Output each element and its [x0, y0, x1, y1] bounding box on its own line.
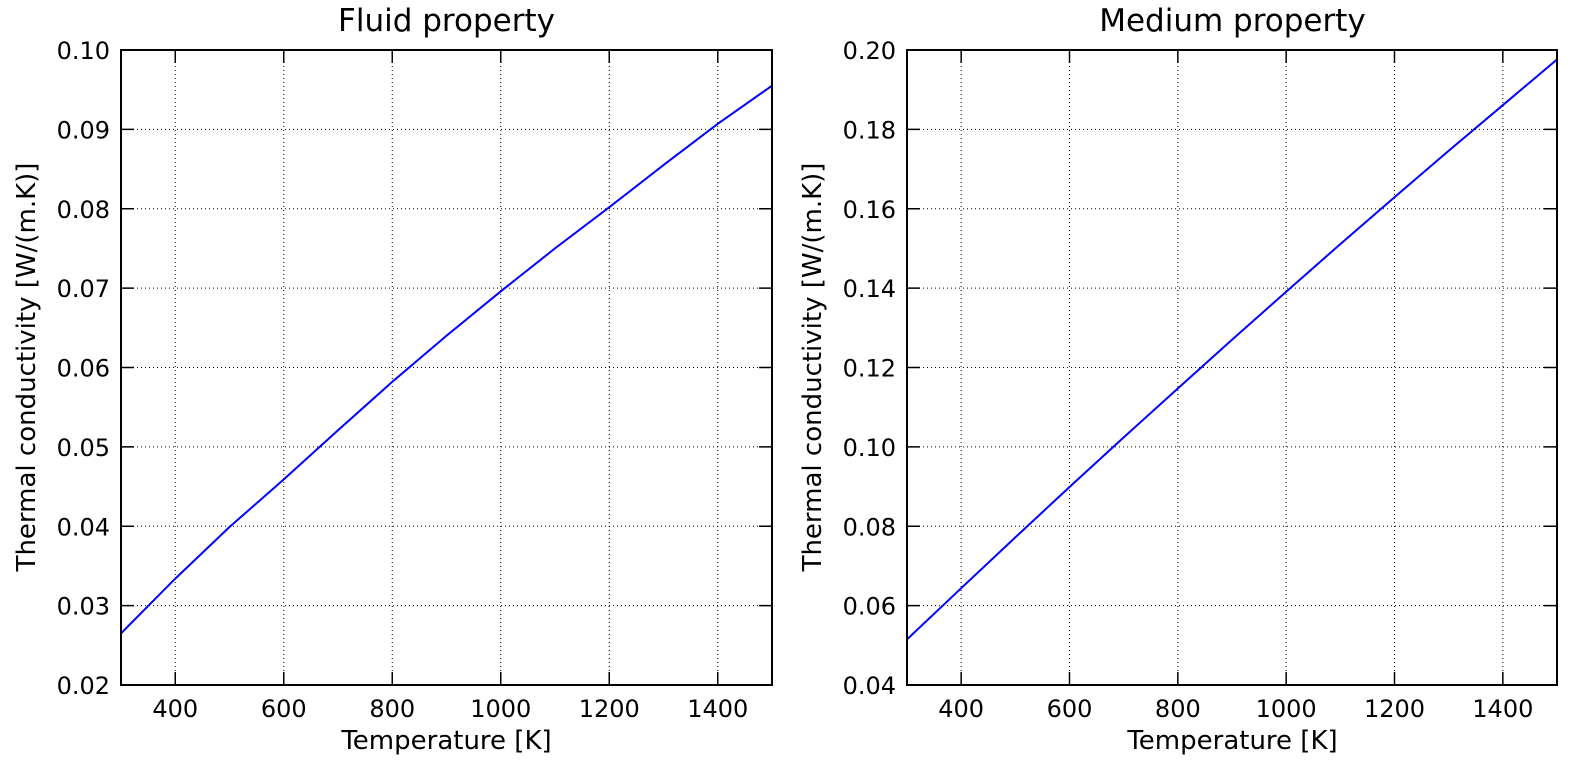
y-tick-label: 0.06	[57, 355, 110, 383]
conductivity-line	[120, 84, 773, 635]
y-tick-label: 0.08	[843, 513, 896, 541]
y-tick-label: 0.10	[843, 434, 896, 462]
medium-chart-y-axis-label: Thermal conductivity [W/(m.K)]	[798, 162, 828, 572]
y-tick-label: 0.04	[57, 513, 110, 541]
medium-chart-title: Medium property	[1099, 3, 1366, 39]
y-tick-label: 0.08	[57, 196, 110, 224]
medium-chart-x-axis-label: Temperature [K]	[1127, 726, 1338, 756]
x-tick-label: 1400	[1472, 695, 1533, 723]
tick-labels: 400 600 800 1000 1200 1400 0.02 0.03 0.04 0.05 0.0…	[57, 37, 749, 723]
fluid-property-chart: 400 600 800 1000 1200 1400 0.02 0.03 0.04 0.05 0.0…	[12, 3, 773, 756]
x-tick-label: 1000	[470, 695, 531, 723]
medium-chart-plot-area: 400 600 800 1000 1200 1400 0.04 0.06 0.08 0.10 0.1…	[843, 37, 1558, 723]
y-tick-label: 0.20	[843, 37, 896, 65]
y-tick-label: 0.14	[843, 275, 896, 303]
fluid-chart-plot-area: 400 600 800 1000 1200 1400 0.02 0.03 0.04 0.05 0.0…	[57, 37, 773, 723]
grid	[121, 49, 772, 686]
y-tick-label: 0.07	[57, 275, 110, 303]
y-tick-label: 0.06	[843, 593, 896, 621]
x-tick-label: 800	[369, 695, 415, 723]
medium-property-chart: 400 600 800 1000 1200 1400 0.04 0.06 0.08 0.10 0.1…	[786, 0, 1573, 774]
tick-labels: 400 600 800 1000 1200 1400 0.04 0.06 0.08 0.10 0.1…	[843, 37, 1534, 723]
fluid-chart-x-axis-label: Temperature [K]	[341, 726, 552, 756]
y-tick-label: 0.16	[843, 196, 896, 224]
y-tick-label: 0.02	[57, 672, 110, 700]
y-tick-label: 0.10	[57, 37, 110, 65]
tick-marks	[907, 49, 1557, 686]
x-tick-label: 400	[938, 695, 984, 723]
fluid-chart-y-axis-label: Thermal conductivity [W/(m.K)]	[12, 162, 42, 572]
x-tick-label: 1200	[1364, 695, 1425, 723]
x-tick-label: 600	[1047, 695, 1093, 723]
x-tick-label: 600	[261, 695, 307, 723]
y-tick-label: 0.09	[57, 116, 110, 144]
x-tick-label: 1000	[1256, 695, 1317, 723]
axes-spines	[120, 49, 773, 686]
y-tick-label: 0.03	[57, 593, 110, 621]
tick-marks	[121, 49, 772, 686]
conductivity-line	[906, 58, 1558, 641]
x-tick-label: 400	[152, 695, 198, 723]
x-tick-label: 1200	[579, 695, 640, 723]
y-tick-label: 0.12	[843, 355, 896, 383]
y-tick-label: 0.18	[843, 116, 896, 144]
x-tick-label: 1400	[687, 695, 748, 723]
x-tick-label: 800	[1155, 695, 1201, 723]
grid	[907, 49, 1557, 686]
y-tick-label: 0.04	[843, 672, 896, 700]
y-tick-label: 0.05	[57, 434, 110, 462]
fluid-chart-title: Fluid property	[338, 3, 555, 39]
